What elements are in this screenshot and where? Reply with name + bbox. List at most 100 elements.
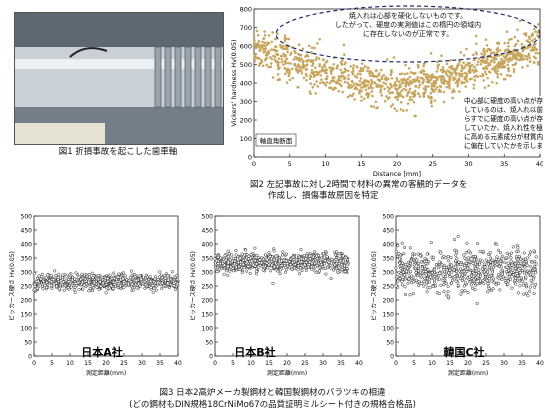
annot-right-line5: に高める元素成分が材質内 bbox=[464, 132, 543, 141]
data-point bbox=[422, 78, 426, 82]
data-point bbox=[485, 49, 489, 53]
data-point bbox=[496, 75, 500, 79]
data-point bbox=[459, 51, 463, 54]
data-point bbox=[396, 79, 399, 82]
data-point bbox=[500, 268, 504, 272]
data-point bbox=[311, 60, 314, 63]
data-point bbox=[226, 249, 230, 253]
data-point bbox=[351, 70, 355, 74]
data-point bbox=[422, 95, 426, 99]
data-point bbox=[499, 256, 504, 260]
x-tick-label: 35 bbox=[337, 360, 345, 367]
data-point bbox=[524, 260, 528, 264]
data-point bbox=[452, 78, 455, 82]
data-point bbox=[514, 57, 518, 61]
data-point bbox=[61, 273, 65, 277]
data-point bbox=[340, 268, 344, 272]
data-point bbox=[395, 77, 399, 80]
data-point bbox=[288, 78, 292, 82]
data-point bbox=[460, 289, 464, 293]
data-point bbox=[442, 268, 446, 272]
data-point bbox=[537, 23, 540, 26]
data-point bbox=[426, 85, 430, 88]
data-point bbox=[269, 269, 273, 273]
data-point bbox=[305, 78, 308, 82]
data-point bbox=[484, 275, 488, 279]
data-point bbox=[516, 39, 520, 43]
data-point bbox=[284, 252, 288, 256]
x-tick-label: 15 bbox=[84, 360, 92, 367]
data-point bbox=[50, 286, 54, 290]
data-point bbox=[318, 64, 321, 68]
data-point bbox=[494, 67, 498, 71]
data-point bbox=[256, 33, 260, 37]
data-point bbox=[452, 268, 456, 272]
data-point bbox=[343, 264, 347, 268]
data-point bbox=[533, 285, 537, 289]
data-point bbox=[387, 89, 390, 93]
data-point bbox=[309, 50, 313, 54]
data-point bbox=[352, 64, 356, 67]
data-point bbox=[296, 71, 300, 74]
data-point bbox=[419, 275, 423, 279]
data-point bbox=[329, 276, 333, 281]
data-point bbox=[502, 55, 506, 58]
data-point bbox=[383, 99, 387, 103]
data-point bbox=[503, 77, 507, 81]
data-point bbox=[401, 270, 405, 274]
data-point bbox=[116, 275, 120, 279]
data-point bbox=[467, 249, 471, 253]
data-point bbox=[280, 60, 284, 64]
data-point bbox=[409, 71, 413, 74]
data-point bbox=[408, 75, 412, 79]
data-point bbox=[442, 254, 446, 258]
data-point bbox=[496, 248, 501, 252]
data-point bbox=[151, 290, 155, 294]
data-point bbox=[394, 284, 398, 288]
data-point bbox=[433, 274, 437, 278]
data-point bbox=[534, 51, 538, 55]
data-point bbox=[454, 73, 458, 77]
data-point bbox=[453, 274, 457, 278]
data-point bbox=[288, 263, 293, 267]
data-point bbox=[483, 265, 487, 269]
data-point bbox=[299, 248, 303, 252]
data-point bbox=[529, 45, 533, 48]
data-point bbox=[357, 83, 361, 87]
data-point bbox=[505, 251, 509, 255]
data-point bbox=[463, 65, 467, 69]
data-point bbox=[319, 260, 323, 264]
data-point bbox=[346, 81, 349, 85]
data-point bbox=[347, 85, 350, 89]
data-point bbox=[325, 75, 329, 78]
data-point bbox=[457, 90, 461, 93]
data-point bbox=[223, 254, 227, 258]
data-point bbox=[509, 277, 513, 281]
data-point bbox=[418, 95, 422, 98]
data-point bbox=[369, 71, 373, 74]
data-point bbox=[310, 68, 314, 72]
data-point bbox=[440, 80, 444, 84]
data-point bbox=[304, 68, 308, 71]
data-point bbox=[399, 100, 403, 104]
data-point bbox=[57, 287, 62, 291]
data-point bbox=[267, 42, 271, 45]
x-tick-label: 5 bbox=[231, 360, 235, 367]
data-point bbox=[345, 266, 349, 271]
data-point bbox=[464, 85, 468, 88]
data-point bbox=[360, 86, 363, 90]
data-point bbox=[515, 243, 519, 248]
y-tick-label: 400 bbox=[240, 80, 252, 88]
data-point bbox=[438, 89, 442, 93]
data-point bbox=[479, 62, 483, 66]
data-point bbox=[487, 62, 491, 66]
data-point bbox=[134, 279, 138, 283]
data-point bbox=[395, 95, 398, 99]
data-point bbox=[330, 66, 334, 70]
data-point bbox=[328, 66, 331, 69]
data-point bbox=[508, 275, 512, 279]
data-point bbox=[494, 71, 498, 74]
data-point bbox=[383, 87, 386, 91]
data-point bbox=[501, 65, 505, 69]
data-point bbox=[456, 83, 460, 87]
